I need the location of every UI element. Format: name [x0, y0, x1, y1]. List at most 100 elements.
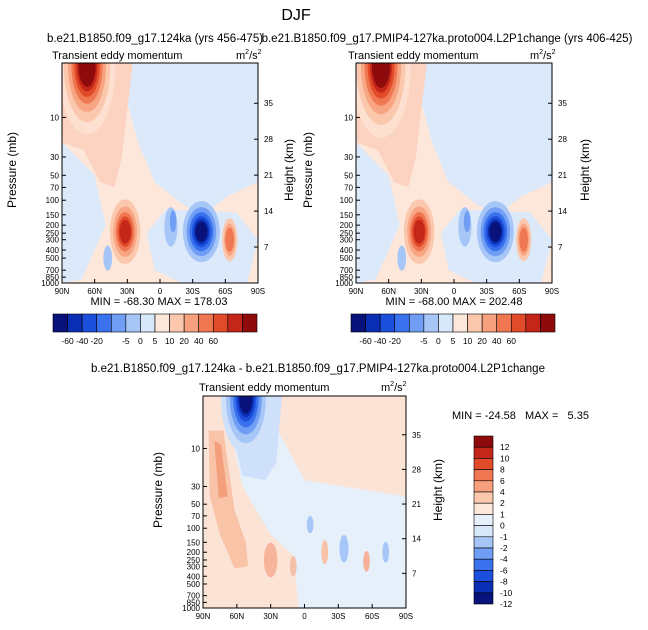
colorbar-label: -1 — [500, 532, 508, 542]
plot-area: 90N 60N 30N 0 30S 60S 90S 10 30 50 70 100 150200250… — [182, 395, 421, 621]
colorbar-horizontal: -60 -40 -20 -5 0 5 10 20 40 60 — [350, 313, 556, 346]
colorbar-swatch — [227, 313, 243, 333]
x-tick-label: 30N — [263, 612, 278, 621]
colorbar-label: 20 — [477, 336, 487, 346]
panel-header: b.e21.B1850.f09_g17.PMIP4-127ka.proto004… — [262, 33, 633, 45]
colorbar-swatch — [452, 313, 468, 333]
colorbar-label: 10 — [463, 336, 473, 346]
y-tick-label: 150 — [187, 538, 201, 547]
height-tick-label: 35 — [412, 431, 421, 440]
field — [356, 63, 552, 283]
panel-subtitle: Transient eddy momentum — [199, 382, 329, 394]
colorbar-swatch — [350, 313, 366, 333]
colorbar-label: 1 — [500, 509, 505, 519]
x-axis: 90N 60N 30N 0 30S 60S 90S — [55, 279, 265, 296]
contour-strat-max — [78, 63, 96, 87]
y-tick-label: 850 — [187, 598, 201, 607]
y-tick-label: 300 — [46, 236, 60, 245]
height-tick-label: 21 — [264, 171, 273, 180]
colorbar-swatch — [481, 313, 498, 333]
contour-positive — [263, 542, 278, 578]
plot-area: 90N 60N 30N 0 30S 60S 90S 10 30 50 70 100 150200250… — [41, 62, 273, 296]
y-tick-label: 150 — [46, 211, 60, 220]
y-tick-label: 100 — [46, 196, 60, 205]
height-tick-label: 7 — [412, 569, 417, 578]
contour-sh-min — [489, 221, 502, 242]
x-tick-label: 30S — [331, 612, 345, 621]
y-tick-label: 850 — [46, 273, 60, 282]
colorbar-horizontal: -60 -40 -20 -5 0 5 10 20 40 60 — [52, 313, 258, 346]
colorbar-swatch — [473, 502, 494, 515]
colorbar-swatch — [496, 313, 512, 333]
colorbar-label: 40 — [492, 336, 502, 346]
height-tick-label: 28 — [412, 465, 421, 474]
panel-subtitle: Transient eddy momentum — [52, 50, 182, 62]
y-tick-label: 100 — [340, 196, 354, 205]
contour-positive-region — [259, 396, 406, 497]
colorbar-swatch — [67, 313, 83, 333]
y-tick-label: 150 — [340, 211, 354, 220]
height-axis: 35 28 21 14 7 — [254, 99, 273, 252]
y-tick-label: 1000 — [335, 279, 353, 288]
x-tick-label: 90N — [196, 612, 211, 621]
contour-fill — [62, 63, 258, 283]
colorbar-label: 0 — [138, 336, 143, 346]
colorbar-swatch — [169, 313, 185, 333]
y-tick-label: 400 — [340, 246, 354, 255]
colorbar-label: -40 — [374, 336, 387, 346]
contour-negative — [339, 534, 349, 563]
colorbar-label: 10 — [165, 336, 175, 346]
y-tick-label: 50 — [191, 500, 200, 509]
y-tick-label: 300 — [187, 562, 201, 571]
height-tick-label: 28 — [558, 135, 567, 144]
colorbar-label: 4 — [500, 487, 505, 497]
colorbar-label: 6 — [500, 476, 505, 486]
colorbar-swatch — [52, 313, 68, 333]
colorbar-label: -6 — [500, 565, 508, 575]
panel-subtitle: Transient eddy momentum — [348, 50, 478, 62]
y-tick-label: 400 — [187, 572, 201, 581]
x-tick-label: 90N — [55, 287, 70, 296]
colorbar-swatch — [473, 592, 494, 605]
contour-negative — [306, 515, 314, 534]
colorbar-label: -12 — [500, 599, 513, 609]
colorbar-swatch — [379, 313, 396, 333]
panel-units: m2/s2 — [381, 381, 407, 394]
y-tick-label: 300 — [340, 236, 354, 245]
colorbar-label: 0 — [436, 336, 441, 346]
contour-weak-min — [463, 210, 471, 233]
colorbar-label: 10 — [500, 453, 510, 463]
panel-experiment: b.e21.B1850.f09_g17.PMIP4-127ka.proto004… — [262, 33, 633, 346]
height-tick-label: 7 — [558, 243, 563, 252]
colorbar-swatch — [154, 313, 170, 333]
height-tick-label: 14 — [264, 207, 273, 216]
panel-units: m2/s2 — [530, 49, 556, 62]
colorbar-swatch — [467, 313, 483, 333]
y-tick-label: 50 — [344, 171, 353, 180]
panel-stats: MIN = -24.58 MAX = 5.35 — [452, 410, 589, 422]
colorbar-swatch — [525, 313, 541, 333]
height-tick-label: 21 — [558, 171, 567, 180]
colorbar-swatch — [473, 514, 494, 526]
x-tick-label: 30S — [480, 287, 494, 296]
colorbar-swatch — [110, 313, 127, 333]
y-tick-label: 70 — [344, 183, 353, 192]
contour-weak-min — [397, 245, 407, 271]
height-tick-label: 21 — [412, 500, 421, 509]
contour-jet-max — [413, 219, 425, 244]
y-tick-label: 700 — [340, 266, 354, 275]
height-tick-label: 35 — [558, 99, 567, 108]
y-tick-label: 200 — [46, 221, 60, 230]
y-axis-label: Pressure (mb) — [301, 132, 315, 208]
panel-units: m2/s2 — [236, 49, 262, 62]
colorbar-label: 40 — [194, 336, 204, 346]
y-tick-label: 30 — [344, 153, 353, 162]
y-tick-label: 70 — [191, 512, 200, 521]
panel-stats: MIN = -68.30 MAX = 178.03 — [91, 296, 228, 308]
field — [62, 63, 258, 283]
height-tick-label: 7 — [264, 243, 269, 252]
contour-sh-max — [225, 227, 234, 252]
contour-positive-tongue — [214, 440, 228, 499]
y-tick-label: 100 — [187, 524, 201, 533]
